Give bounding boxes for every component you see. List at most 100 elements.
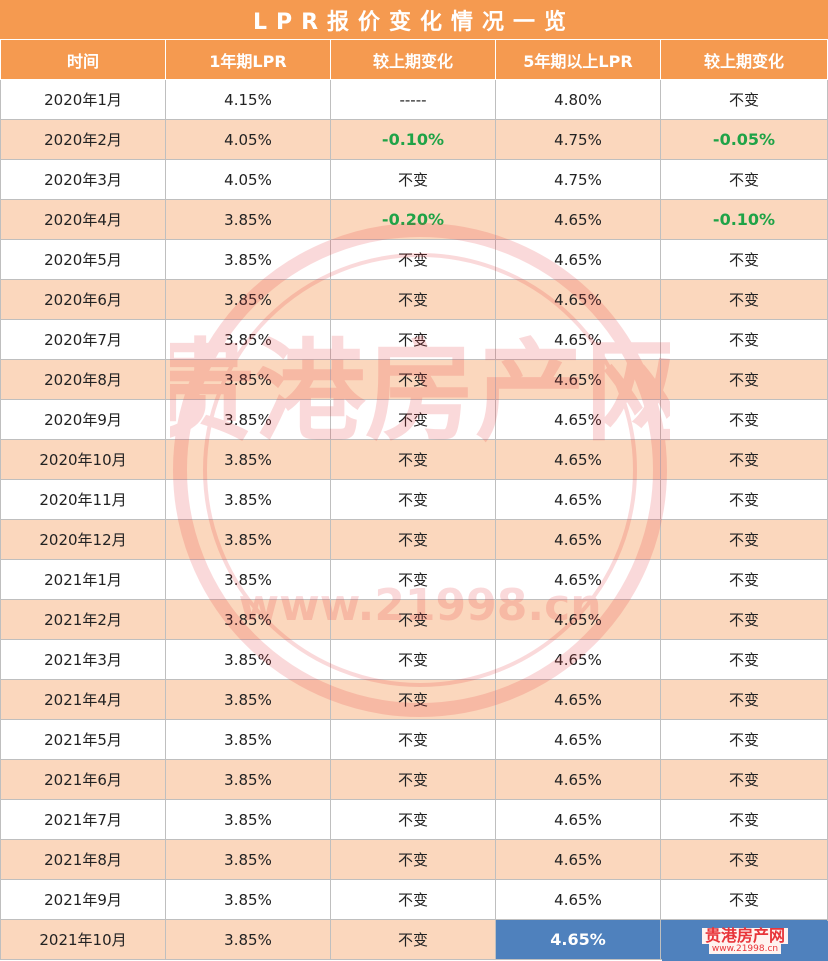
- row-chg1: 不变: [331, 640, 496, 680]
- header-lpr5: 5年期以上LPR: [496, 40, 661, 80]
- row-lpr5: 4.75%: [496, 160, 661, 200]
- row-lpr1: 3.85%: [166, 440, 331, 480]
- row-lpr1: 3.85%: [166, 320, 331, 360]
- row-lpr5: 4.65%: [496, 680, 661, 720]
- row-lpr1: 4.15%: [166, 80, 331, 120]
- row-chg1: 不变: [331, 360, 496, 400]
- row-lpr1: 3.85%: [166, 520, 331, 560]
- row-chg5: -0.05%: [661, 120, 828, 160]
- table-row: 2020年2月 4.05% -0.10% 4.75% -0.05%: [0, 120, 828, 160]
- row-chg1: 不变: [331, 880, 496, 920]
- row-date: 2020年9月: [0, 400, 166, 440]
- row-chg5: 不变: [661, 400, 828, 440]
- row-date: 2020年2月: [0, 120, 166, 160]
- row-chg1: 不变: [331, 160, 496, 200]
- table-row: 2020年7月 3.85% 不变 4.65% 不变: [0, 320, 828, 360]
- row-date: 2021年1月: [0, 560, 166, 600]
- row-chg5: 不变: [661, 840, 828, 880]
- row-lpr1: 3.85%: [166, 200, 331, 240]
- row-lpr1: 3.85%: [166, 840, 331, 880]
- table-row: 2020年8月 3.85% 不变 4.65% 不变: [0, 360, 828, 400]
- row-chg1: 不变: [331, 280, 496, 320]
- table-row: 2020年10月 3.85% 不变 4.65% 不变: [0, 440, 828, 480]
- row-date: 2021年4月: [0, 680, 166, 720]
- row-lpr5: 4.65%: [496, 400, 661, 440]
- row-date: 2020年6月: [0, 280, 166, 320]
- row-lpr5: 4.65%: [496, 840, 661, 880]
- row-lpr5: 4.65%: [496, 800, 661, 840]
- row-lpr5: 4.65%: [496, 480, 661, 520]
- row-lpr1: 3.85%: [166, 720, 331, 760]
- row-date: 2020年10月: [0, 440, 166, 480]
- row-chg5: 不变: [661, 280, 828, 320]
- row-chg1: 不变: [331, 560, 496, 600]
- table-row: 2020年6月 3.85% 不变 4.65% 不变: [0, 280, 828, 320]
- row-date: 2021年9月: [0, 880, 166, 920]
- row-chg1: -0.10%: [331, 120, 496, 160]
- row-lpr5: 4.65%: [496, 720, 661, 760]
- row-lpr5: 4.80%: [496, 80, 661, 120]
- row-lpr1: 3.85%: [166, 240, 331, 280]
- row-chg5: 不变: [661, 520, 828, 560]
- row-chg1: 不变: [331, 320, 496, 360]
- row-chg1: 不变: [331, 760, 496, 800]
- row-date: 2021年5月: [0, 720, 166, 760]
- row-chg1: 不变: [331, 400, 496, 440]
- row-lpr1: 3.85%: [166, 600, 331, 640]
- row-chg5: 不变: [661, 360, 828, 400]
- row-chg1: 不变: [331, 680, 496, 720]
- row-chg5: 不变: [661, 440, 828, 480]
- row-lpr1: 3.85%: [166, 880, 331, 920]
- header-lpr1: 1年期LPR: [166, 40, 331, 80]
- row-chg1: 不变: [331, 800, 496, 840]
- table-body: 2020年1月 4.15% ----- 4.80% 不变 2020年2月 4.05% -0.1…: [0, 80, 828, 960]
- row-lpr1: 3.85%: [166, 640, 331, 680]
- table-row: 2020年9月 3.85% 不变 4.65% 不变: [0, 400, 828, 440]
- row-chg5: 不变: [661, 600, 828, 640]
- row-lpr1: 3.85%: [166, 280, 331, 320]
- row-lpr5: 4.65%: [496, 920, 661, 960]
- row-lpr1: 3.85%: [166, 400, 331, 440]
- table-row: 2020年11月 3.85% 不变 4.65% 不变: [0, 480, 828, 520]
- row-lpr5: 4.65%: [496, 600, 661, 640]
- table-row: 2020年4月 3.85% -0.20% 4.65% -0.10%: [0, 200, 828, 240]
- table-row: 2021年4月 3.85% 不变 4.65% 不变: [0, 680, 828, 720]
- row-date: 2020年8月: [0, 360, 166, 400]
- row-chg5: 不变: [661, 560, 828, 600]
- row-date: 2020年4月: [0, 200, 166, 240]
- row-chg5: 不变: [661, 760, 828, 800]
- table-row: 2020年5月 3.85% 不变 4.65% 不变: [0, 240, 828, 280]
- table-row: 2020年1月 4.15% ----- 4.80% 不变: [0, 80, 828, 120]
- row-date: 2021年7月: [0, 800, 166, 840]
- table-row: 2021年1月 3.85% 不变 4.65% 不变: [0, 560, 828, 600]
- corner-logo: 贵港房产网 www.21998.cn: [662, 921, 828, 961]
- row-lpr1: 3.85%: [166, 920, 331, 960]
- row-date: 2020年3月: [0, 160, 166, 200]
- row-lpr1: 3.85%: [166, 760, 331, 800]
- row-lpr5: 4.65%: [496, 360, 661, 400]
- row-lpr5: 4.65%: [496, 240, 661, 280]
- row-lpr5: 4.65%: [496, 280, 661, 320]
- row-chg1: 不变: [331, 520, 496, 560]
- row-lpr1: 3.85%: [166, 360, 331, 400]
- row-chg5: 不变: [661, 80, 828, 120]
- corner-logo-text: 贵港房产网: [701, 928, 788, 944]
- row-lpr1: 3.85%: [166, 680, 331, 720]
- header-chg1: 较上期变化: [331, 40, 496, 80]
- row-lpr5: 4.65%: [496, 520, 661, 560]
- row-chg1: 不变: [331, 480, 496, 520]
- row-date: 2021年3月: [0, 640, 166, 680]
- row-lpr1: 4.05%: [166, 120, 331, 160]
- row-date: 2021年2月: [0, 600, 166, 640]
- row-chg1: 不变: [331, 720, 496, 760]
- row-chg5: 不变: [661, 720, 828, 760]
- row-date: 2020年5月: [0, 240, 166, 280]
- table-row: 2020年3月 4.05% 不变 4.75% 不变: [0, 160, 828, 200]
- table-row: 2021年3月 3.85% 不变 4.65% 不变: [0, 640, 828, 680]
- row-lpr5: 4.65%: [496, 640, 661, 680]
- table-row: 2020年12月 3.85% 不变 4.65% 不变: [0, 520, 828, 560]
- header-row: 时间 1年期LPR 较上期变化 5年期以上LPR 较上期变化: [0, 40, 828, 80]
- row-lpr5: 4.65%: [496, 880, 661, 920]
- row-chg5: 不变: [661, 320, 828, 360]
